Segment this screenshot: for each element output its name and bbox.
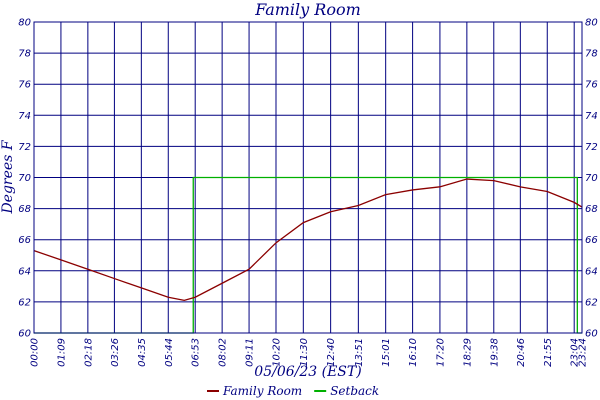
x-tick-label: 11:30	[299, 338, 310, 367]
y-tick-label-right: 64	[585, 266, 598, 277]
x-tick-label: 13:51	[354, 338, 365, 367]
x-tick-label: 12:40	[326, 338, 337, 367]
y-tick-label-right: 68	[585, 204, 598, 215]
chart-title: Family Room	[254, 0, 361, 19]
x-tick-label: 02:18	[83, 338, 94, 367]
x-tick-label: 21:55	[543, 338, 554, 367]
series-family-room-line	[33, 178, 583, 302]
series-setback-line	[34, 176, 582, 334]
x-tick-label: 20:46	[516, 338, 527, 367]
y-axis-label: Degrees F	[0, 139, 16, 214]
x-tick-label: 10:20	[271, 338, 282, 367]
y-tick-label: 70	[18, 173, 31, 184]
x-tick-label: 16:10	[408, 338, 419, 367]
y-tick-label: 66	[18, 235, 31, 246]
x-tick-label: 23:04	[570, 338, 581, 367]
x-tick-label: 23:24	[578, 338, 589, 367]
x-tick-labels: 00:00 01:09 02:18 03:26 04:35 05:44 06:53 08:02…	[30, 338, 589, 367]
y-tick-label: 76	[18, 80, 31, 91]
y-tick-label-right: 76	[585, 80, 598, 91]
x-tick-label: 04:35	[137, 338, 148, 367]
y-tick-label-right: 66	[585, 235, 598, 246]
x-tick-label: 03:26	[110, 338, 121, 367]
y-tick-label: 78	[18, 49, 31, 60]
x-tick-label: 08:02	[218, 338, 229, 367]
x-tick-label: 05:44	[164, 338, 175, 367]
series-layer	[33, 176, 583, 334]
y-tick-label-right: 74	[585, 111, 598, 122]
y-tick-label: 74	[18, 111, 31, 122]
y-tick-label-right: 62	[585, 297, 598, 308]
y-tick-label: 68	[18, 204, 31, 215]
x-tick-label: 15:01	[381, 338, 392, 367]
y-tick-label: 62	[18, 297, 31, 308]
x-tick-label: 17:20	[435, 338, 446, 367]
y-tick-labels-left: 60 62 64 66 68 70 72 74 76 78 80	[18, 18, 31, 340]
x-tick-label: 06:53	[191, 338, 202, 367]
x-tick-label: 01:09	[56, 338, 67, 367]
x-tick-label: 18:29	[462, 338, 473, 367]
y-tick-label-right: 78	[585, 49, 598, 60]
y-tick-labels-right: 60 62 64 66 68 70 72 74 76 78 80	[585, 18, 598, 340]
y-tick-label: 64	[18, 266, 31, 277]
legend: Family Room Setback	[207, 384, 379, 398]
y-tick-label-right: 72	[585, 142, 598, 153]
x-tick-label: 00:00	[30, 338, 41, 367]
legend-family-room-label: Family Room	[222, 384, 302, 398]
x-tick-label: 19:38	[489, 338, 500, 367]
legend-setback-label: Setback	[330, 384, 379, 398]
x-tick-label: 09:11	[245, 338, 256, 367]
x-axis-label: 05/06/23 (EST)	[254, 364, 361, 380]
y-tick-label: 72	[18, 142, 31, 153]
plot-frame	[33, 21, 583, 334]
y-tick-label-right: 60	[585, 329, 598, 340]
y-tick-label: 80	[18, 18, 31, 29]
y-tick-label: 60	[18, 329, 31, 340]
y-tick-label-right: 80	[585, 18, 598, 29]
y-tick-label-right: 70	[585, 173, 598, 184]
